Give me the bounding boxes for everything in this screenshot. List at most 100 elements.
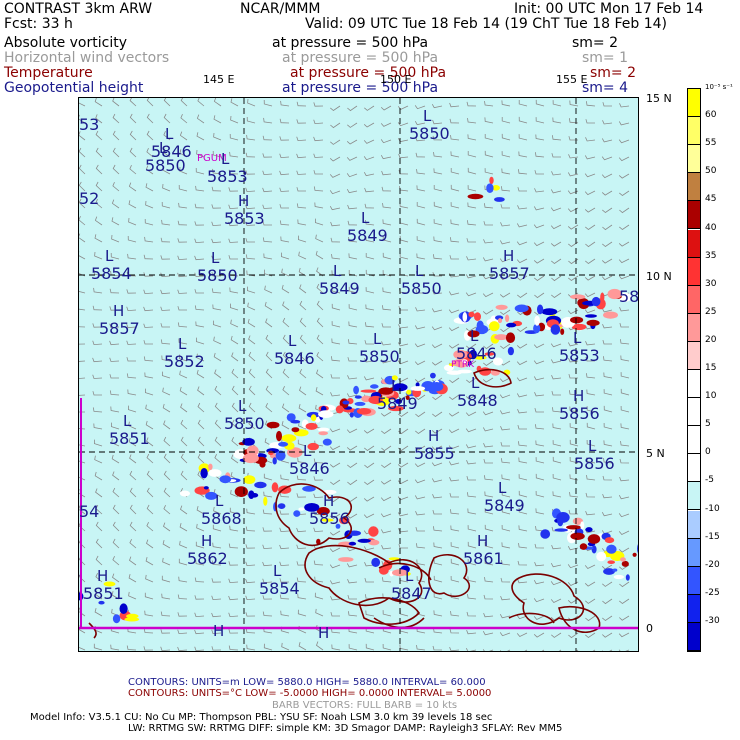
wind-barb — [551, 275, 562, 282]
wind-barb — [618, 173, 630, 179]
height-center: H 5856 — [559, 388, 600, 423]
wind-barb — [450, 542, 460, 549]
height-center: 58 — [619, 288, 638, 305]
wind-barb — [93, 287, 103, 294]
colorbar-tick-label: 60 — [705, 110, 717, 121]
vorticity-patch — [491, 185, 500, 191]
vorticity-patch — [179, 490, 190, 497]
wind-barb — [484, 203, 494, 209]
wind-barb — [111, 591, 120, 600]
wind-barb — [484, 168, 494, 175]
wind-barb — [585, 241, 596, 248]
height-center-type: H — [428, 427, 440, 445]
wind-barb — [618, 632, 630, 638]
wind-barb — [128, 574, 137, 583]
wind-barb — [316, 283, 324, 294]
wind-barb — [129, 556, 137, 566]
wind-barb — [585, 258, 596, 265]
wind-barb — [501, 474, 511, 481]
wind-barb — [484, 134, 494, 141]
wind-barb — [163, 487, 171, 498]
wind-barb — [230, 489, 239, 498]
height-center-value: 5851 — [83, 584, 124, 603]
wind-barb — [211, 560, 222, 566]
wind-barb — [382, 252, 392, 260]
wind-barb — [568, 241, 579, 248]
wind-barb — [499, 649, 511, 651]
wind-barb — [601, 138, 613, 143]
wind-barb — [195, 321, 205, 328]
wind-barb — [299, 284, 307, 294]
wind-barb — [586, 439, 596, 447]
wind-barb — [518, 151, 528, 158]
wind-barb — [163, 522, 171, 532]
wind-barb — [245, 595, 256, 601]
wind-barb — [397, 479, 409, 485]
wind-barb — [535, 473, 545, 481]
wind-barb — [448, 461, 460, 466]
wind-barb — [246, 116, 256, 124]
wind-barb — [146, 437, 154, 447]
wind-barb — [262, 237, 273, 243]
wind-barb — [112, 538, 120, 549]
wind-barb — [533, 206, 545, 211]
wind-barb — [211, 186, 222, 192]
wind-barb — [180, 114, 188, 124]
wind-barb — [620, 372, 630, 379]
wind-barb — [279, 578, 290, 583]
wind-barb — [551, 153, 561, 158]
wind-barb — [245, 187, 256, 193]
wind-barb — [246, 270, 256, 277]
wind-barb — [483, 239, 494, 244]
wind-barb — [162, 166, 171, 175]
height-center-type: L — [498, 479, 507, 497]
wind-barb — [347, 462, 358, 469]
wind-barb — [365, 287, 375, 294]
wind-barb — [160, 237, 171, 243]
wind-barb — [433, 152, 443, 158]
wind-barb — [431, 462, 443, 467]
vorticity-patch — [632, 552, 637, 557]
wind-barb — [550, 207, 562, 212]
wind-barb — [432, 119, 443, 125]
vorticity-patch — [208, 469, 222, 477]
wind-barb — [196, 353, 205, 362]
wind-barb — [128, 217, 137, 226]
vorticity-patch — [489, 321, 500, 332]
wind-barb — [533, 224, 545, 229]
wind-barb — [466, 238, 476, 243]
colorbar-segment — [688, 510, 700, 539]
wind-barb — [94, 216, 103, 226]
colorbar-tick-label: 10 — [705, 391, 717, 402]
wind-barb — [262, 595, 273, 600]
wind-barb — [416, 218, 426, 226]
height-center: L 5850 — [145, 140, 186, 175]
wind-barb — [161, 593, 171, 600]
wind-barb — [416, 559, 426, 566]
wind-barb — [95, 538, 103, 549]
wind-barb — [602, 102, 612, 107]
wind-barb — [415, 411, 426, 418]
wind-barb — [196, 149, 205, 158]
wind-barb — [196, 506, 205, 515]
wind-barb — [298, 642, 307, 651]
vorticity-patch — [200, 468, 208, 479]
wind-barb — [601, 649, 613, 651]
wind-barb — [619, 615, 630, 621]
wind-barb — [550, 189, 562, 194]
height-center-value: 53 — [79, 115, 100, 134]
wind-barb — [416, 271, 426, 277]
wind-barb — [517, 326, 528, 333]
wind-barb — [618, 241, 630, 247]
wind-barb — [213, 352, 222, 362]
wind-barb — [381, 170, 392, 176]
wind-barb — [282, 301, 290, 311]
wind-barb — [533, 376, 545, 381]
wind-barb — [397, 512, 409, 517]
height-center: L 5849 — [347, 210, 388, 245]
colorbar-tick-label: 35 — [705, 250, 717, 261]
wind-barb — [197, 98, 205, 107]
wind-barb — [433, 236, 443, 243]
wind-barb — [603, 440, 613, 447]
wind-barb — [552, 100, 562, 107]
